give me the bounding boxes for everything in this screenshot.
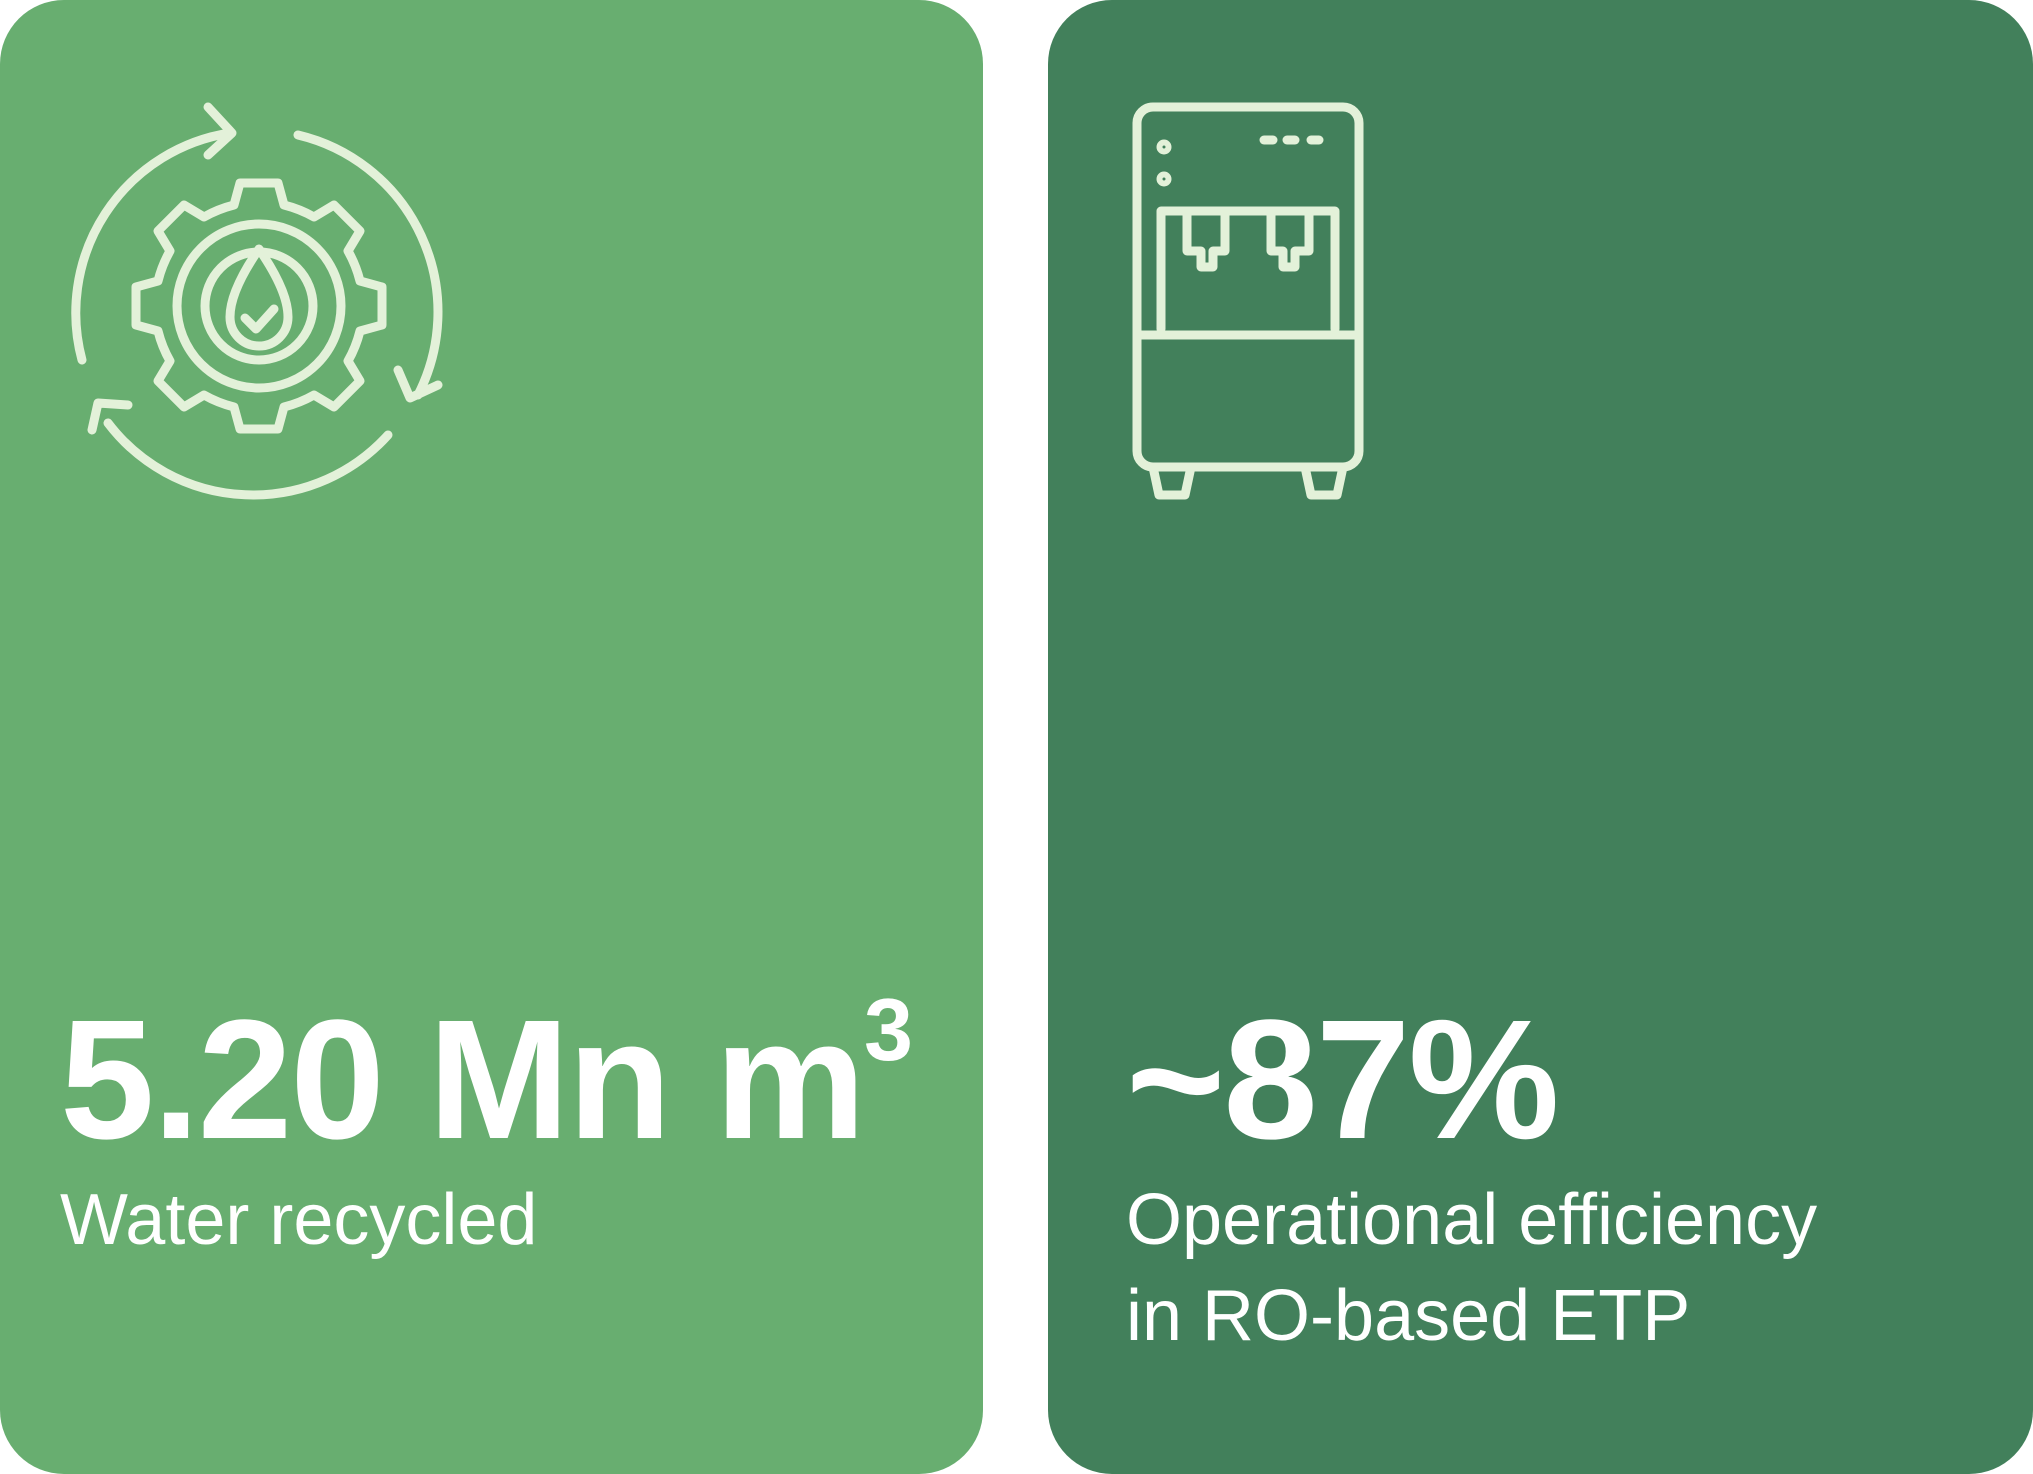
- ro-water-purifier-icon: [1132, 102, 1364, 500]
- efficiency-value: ~87%: [1126, 985, 1560, 1175]
- efficiency-label: Operational efficiency in RO-based ETP: [1126, 1172, 1986, 1364]
- superscript-cubed: 3: [863, 980, 913, 1079]
- water-recycled-value: 5.20 Mn m3: [60, 980, 913, 1175]
- efficiency-label-line-1: Operational efficiency: [1126, 1180, 1818, 1260]
- efficiency-label-line-2: in RO-based ETP: [1126, 1276, 1691, 1356]
- stat-card-operational-efficiency: ~87% Operational efficiency in RO-based …: [1048, 0, 2033, 1474]
- stat-card-water-recycled: 5.20 Mn m3 Water recycled: [0, 0, 983, 1474]
- water-recycled-label: Water recycled: [60, 1180, 538, 1260]
- water-recycling-gear-icon: [71, 102, 443, 500]
